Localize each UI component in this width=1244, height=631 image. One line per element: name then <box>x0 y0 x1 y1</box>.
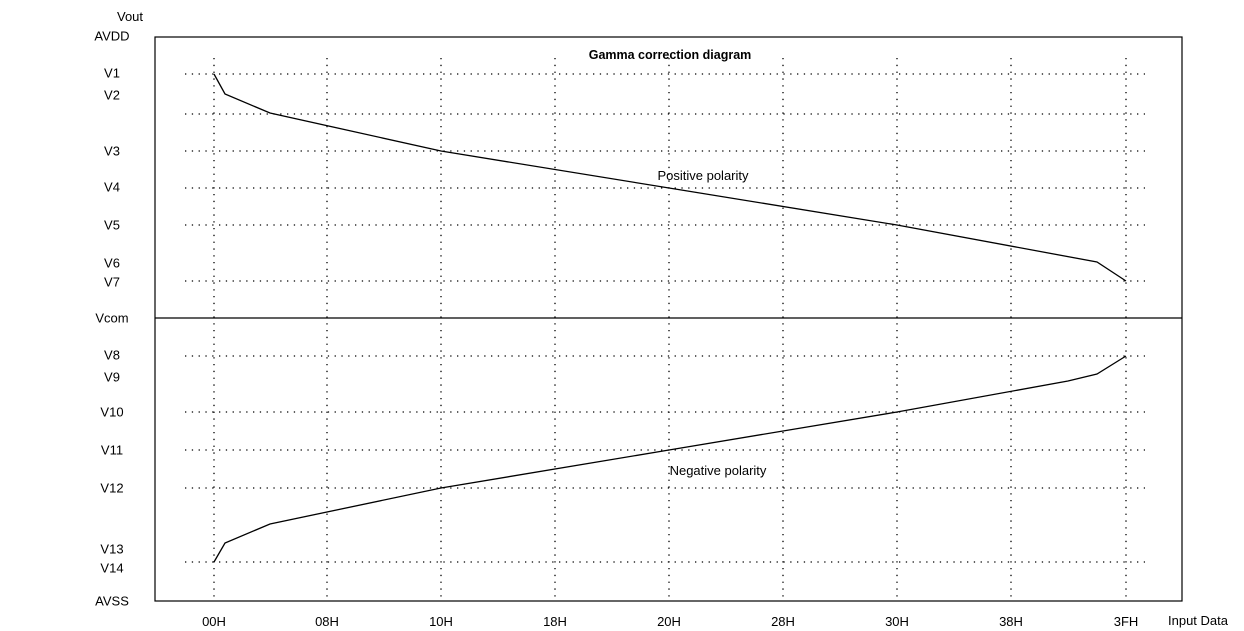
y-label: V3 <box>104 143 120 158</box>
y-label: V7 <box>104 274 120 289</box>
x-label: 3FH <box>1114 614 1139 629</box>
diagram-title: Gamma correction diagram <box>589 48 752 62</box>
x-label: 00H <box>202 614 226 629</box>
x-label: 28H <box>771 614 795 629</box>
negative-curve <box>213 355 1127 563</box>
x-label: 30H <box>885 614 909 629</box>
x-axis-label: Input Data <box>1168 613 1229 628</box>
y-label: V6 <box>104 255 120 270</box>
x-label: 10H <box>429 614 453 629</box>
y-label: AVSS <box>95 593 129 608</box>
y-label: Vcom <box>95 310 128 325</box>
positive-curve <box>213 73 1127 282</box>
y-label: V11 <box>101 442 123 457</box>
y-label: V5 <box>104 217 120 232</box>
y-label: V4 <box>104 179 120 194</box>
x-label: 20H <box>657 614 681 629</box>
y-label: V9 <box>104 369 120 384</box>
curve-label: Positive polarity <box>657 168 749 183</box>
x-label: 08H <box>315 614 339 629</box>
grid <box>185 58 1145 600</box>
y-label: V8 <box>104 347 120 362</box>
y-label: V12 <box>100 480 123 495</box>
y-label: V1 <box>104 65 120 80</box>
frame <box>154 36 1183 602</box>
y-label: AVDD <box>94 28 129 43</box>
y-label: V13 <box>100 541 123 556</box>
y-axis-label: Vout <box>117 9 143 24</box>
y-label: V10 <box>100 404 123 419</box>
y-label: V2 <box>104 87 120 102</box>
x-label: 18H <box>543 614 567 629</box>
axis-labels: AVDD V1 V2 V3 V4 V5 V6 V7 Vcom V8 V9 V10 V11 V12 V13 V1… <box>94 28 1138 629</box>
x-label: 38H <box>999 614 1023 629</box>
y-label: V14 <box>100 560 123 575</box>
curve-label: Negative polarity <box>670 463 767 478</box>
